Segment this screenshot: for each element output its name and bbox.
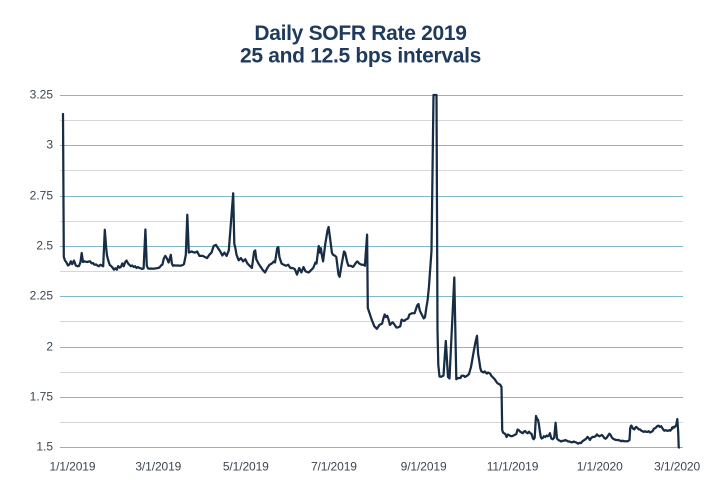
svg-text:9/1/2019: 9/1/2019	[401, 460, 447, 474]
svg-text:3.25: 3.25	[30, 88, 54, 102]
svg-text:5/1/2019: 5/1/2019	[223, 460, 269, 474]
svg-text:3/1/2019: 3/1/2019	[135, 460, 181, 474]
svg-text:2.5: 2.5	[36, 239, 53, 253]
svg-text:3/1/2020: 3/1/2020	[654, 460, 700, 474]
svg-text:1.75: 1.75	[30, 390, 54, 404]
svg-text:2.75: 2.75	[30, 189, 54, 203]
svg-text:1.5: 1.5	[36, 440, 53, 454]
svg-text:7/1/2019: 7/1/2019	[311, 460, 357, 474]
svg-text:1/1/2019: 1/1/2019	[50, 460, 96, 474]
svg-text:25 and 12.5 bps intervals: 25 and 12.5 bps intervals	[240, 45, 481, 68]
svg-text:11/1/2019: 11/1/2019	[487, 460, 539, 474]
svg-text:3: 3	[46, 138, 53, 152]
svg-text:2.25: 2.25	[30, 289, 54, 303]
svg-text:1/1/2020: 1/1/2020	[577, 460, 623, 474]
svg-text:2: 2	[46, 340, 53, 354]
svg-text:Daily SOFR Rate 2019: Daily SOFR Rate 2019	[254, 22, 466, 45]
